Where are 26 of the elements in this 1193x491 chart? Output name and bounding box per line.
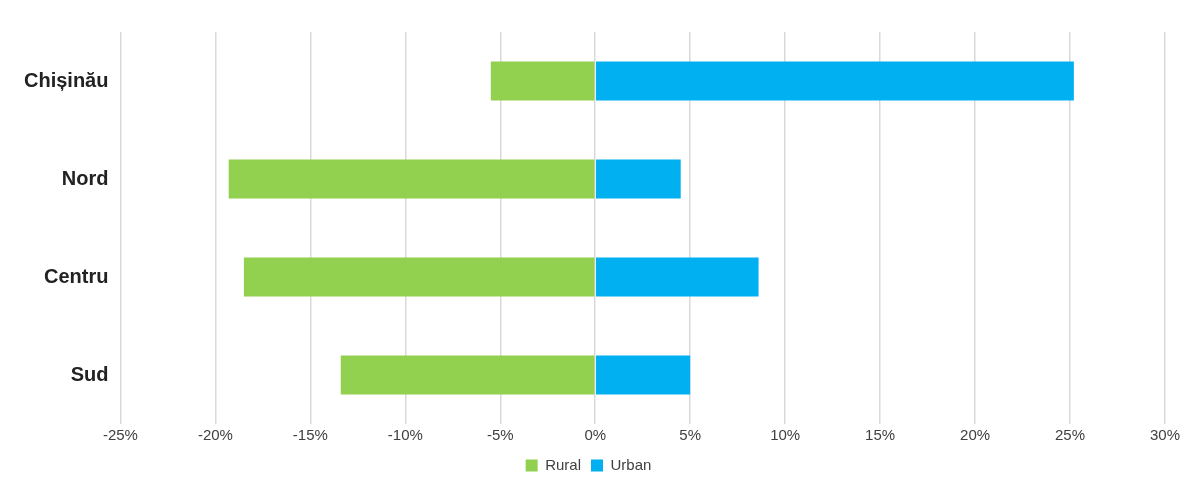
- x-tick-label: -5%: [486, 426, 514, 444]
- x-tick-label: 0%: [584, 426, 607, 444]
- x-tick-label: -25%: [102, 426, 138, 444]
- x-tick-label: -10%: [387, 426, 423, 444]
- x-tick-label: 5%: [679, 426, 702, 444]
- x-tick-label: 30%: [1149, 426, 1181, 444]
- y-tick-label: Sud: [70, 362, 109, 385]
- x-tick-label: 20%: [960, 426, 991, 444]
- bar: [340, 355, 595, 395]
- bar: [243, 257, 595, 297]
- x-tick-label: 25%: [1055, 426, 1086, 444]
- x-tick-label: -15%: [292, 426, 328, 444]
- x-tick-label: 15%: [865, 426, 896, 444]
- bar: [596, 159, 681, 199]
- y-tick-label: Centru: [44, 264, 109, 287]
- bar: [596, 61, 1074, 101]
- bar: [596, 257, 759, 297]
- x-tick-label: 10%: [770, 426, 801, 444]
- bar: [596, 355, 691, 395]
- bar: [490, 61, 595, 101]
- legend-label: Urban: [610, 455, 652, 473]
- y-tick-label: Chișinău: [24, 68, 109, 91]
- legend-label: Rural: [545, 455, 582, 473]
- y-tick-label: Nord: [61, 166, 109, 189]
- x-tick-label: -20%: [197, 426, 233, 444]
- bar: [228, 159, 595, 199]
